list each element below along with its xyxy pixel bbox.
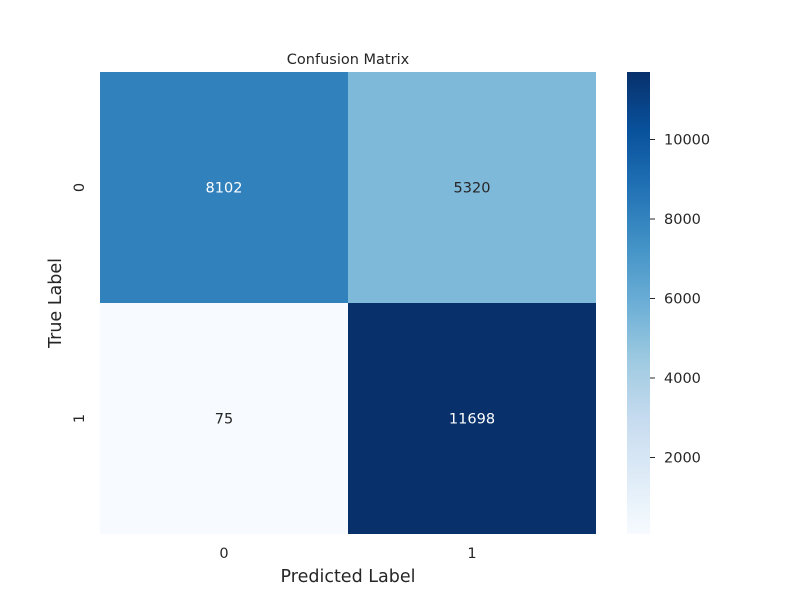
colorbar-tick-label: 4000	[664, 371, 701, 387]
colorbar-tick-label: 8000	[664, 212, 701, 228]
chart-title: Confusion Matrix	[287, 52, 410, 68]
y-tick-labels: 01	[72, 183, 88, 423]
colorbar-ticks: 2000 4000 6000 8000 10000	[650, 132, 710, 466]
heatmap-cells	[100, 72, 596, 534]
cell-value-label: 11698	[449, 412, 495, 428]
y-tick-label: 1	[72, 414, 88, 423]
colorbar-tick-label: 2000	[664, 450, 701, 466]
heatmap-cell-r1-c0	[100, 303, 348, 534]
x-tick-label: 0	[219, 546, 228, 562]
heatmap-cell-r0-c0	[100, 72, 348, 303]
cell-value-label: 5320	[454, 181, 491, 197]
x-tick-label: 1	[467, 546, 476, 562]
heatmap-cell-r0-c1	[348, 72, 596, 303]
cell-value-label: 75	[215, 412, 233, 428]
heatmap-cell-r1-c1	[348, 303, 596, 534]
cell-value-label: 8102	[206, 181, 243, 197]
colorbar	[627, 72, 650, 534]
heatmap-annotations: 8102 5320 75 11698	[206, 181, 496, 428]
x-axis-label: Predicted Label	[281, 567, 416, 587]
y-tick-label: 0	[72, 183, 88, 192]
colorbar-tick-label: 6000	[664, 291, 701, 307]
y-axis-label: True Label	[46, 258, 66, 349]
colorbar-tick-label: 10000	[664, 132, 710, 148]
